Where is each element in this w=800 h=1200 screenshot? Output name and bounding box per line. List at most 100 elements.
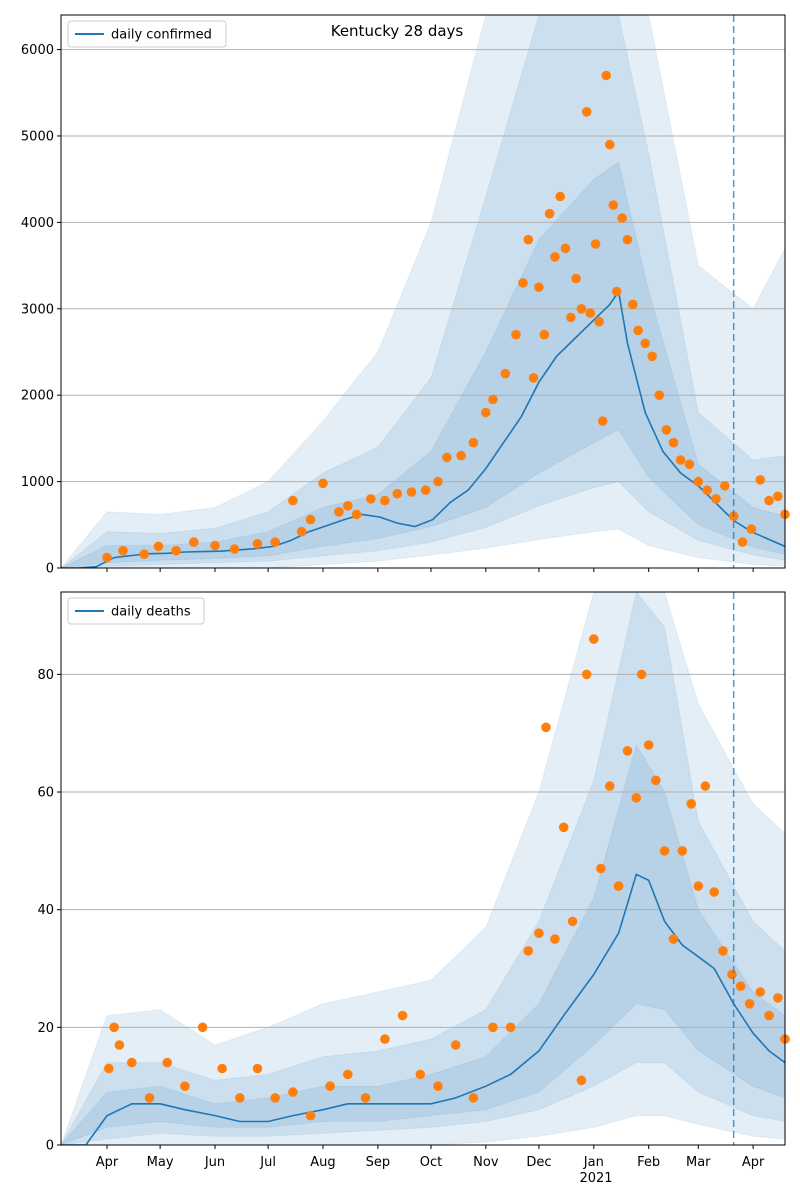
confirmed-data-point — [628, 299, 638, 310]
confirmed-legend-label: daily confirmed — [111, 28, 212, 43]
confirmed-data-point — [296, 526, 307, 537]
confirmed-data-point — [612, 286, 622, 297]
confirmed-panel: 0 1000 2000 3000 4000 5000 6000 Kentucky 28 da… — [21, 14, 790, 577]
confirmed-data-point — [585, 308, 596, 318]
deaths-y-tick-label: 0 — [46, 1139, 54, 1154]
deaths-data-point — [709, 887, 719, 897]
deaths-data-point — [162, 1057, 172, 1068]
confirmed-data-point — [456, 450, 466, 461]
deaths-y-tick-label: 20 — [37, 1021, 54, 1036]
deaths-data-point — [686, 799, 696, 809]
confirmed-data-point — [252, 539, 263, 549]
confirmed-band-1 — [61, 15, 785, 568]
confirmed-data-point — [511, 329, 521, 340]
confirmed-data-point — [488, 394, 498, 405]
deaths-x-tick-label: Jun — [204, 1155, 225, 1170]
confirmed-data-point — [153, 541, 164, 552]
deaths-data-point — [288, 1087, 298, 1097]
confirmed-data-point — [601, 70, 611, 81]
deaths-legend: daily deaths — [67, 597, 205, 625]
confirmed-data-point — [229, 544, 240, 554]
deaths-data-point — [415, 1069, 426, 1080]
deaths-x-tick-label: Dec — [526, 1155, 551, 1170]
deaths-data-point — [109, 1022, 119, 1033]
confirmed-data-point — [433, 476, 443, 487]
deaths-data-point — [605, 781, 615, 791]
confirmed-data-point — [594, 316, 604, 327]
confirmed-data-point — [746, 524, 757, 534]
confirmed-legend: daily confirmed — [67, 20, 227, 48]
deaths-data-point — [651, 775, 661, 786]
confirmed-y-tick-label: 3000 — [21, 302, 54, 317]
confirmed-data-point — [528, 373, 539, 383]
deaths-x-tick-label: Sep — [366, 1155, 391, 1170]
deaths-data-point — [360, 1093, 371, 1103]
confirmed-data-point — [590, 239, 601, 249]
confirmed-data-point — [550, 252, 560, 262]
deaths-x-tick-label: Oct — [420, 1155, 442, 1170]
confirmed-uncertainty-bands — [61, 15, 785, 568]
confirmed-data-point — [420, 485, 431, 496]
confirmed-data-point — [534, 282, 544, 293]
confirmed-data-point — [576, 304, 587, 314]
confirmed-data-point — [684, 459, 695, 470]
deaths-data-point — [677, 846, 688, 856]
confirmed-data-point — [622, 234, 633, 245]
deaths-data-point — [450, 1040, 461, 1050]
deaths-data-point — [270, 1093, 281, 1103]
confirmed-data-point — [442, 452, 452, 463]
deaths-data-point — [550, 934, 560, 944]
confirmed-data-point — [544, 208, 555, 219]
confirmed-data-point — [571, 273, 581, 284]
deaths-data-point — [773, 993, 783, 1003]
deaths-data-point — [718, 946, 728, 956]
deaths-x-ticks: Apr May Jun Jul Aug Sep Oct Nov Dec Jan Feb Mar Apr — [96, 1145, 765, 1170]
confirmed-data-point — [617, 213, 627, 223]
confirmed-data-point — [711, 494, 721, 504]
deaths-data-point — [305, 1110, 316, 1121]
deaths-data-point — [659, 846, 670, 856]
deaths-data-point — [433, 1081, 443, 1091]
deaths-data-point — [127, 1057, 137, 1068]
confirmed-data-point — [764, 495, 774, 506]
deaths-data-point — [541, 722, 551, 733]
deaths-data-point — [622, 746, 633, 756]
deaths-data-point — [631, 793, 642, 803]
chart-title: Kentucky 28 days — [331, 22, 464, 40]
deaths-data-point — [735, 981, 746, 991]
deaths-data-point — [217, 1063, 227, 1074]
deaths-x-tick-label: Mar — [686, 1155, 711, 1170]
deaths-data-point — [397, 1010, 408, 1021]
deaths-data-point — [505, 1022, 516, 1033]
deaths-data-point — [180, 1081, 190, 1091]
confirmed-data-point — [633, 325, 643, 336]
confirmed-data-point — [139, 549, 149, 559]
deaths-data-point — [643, 740, 654, 750]
confirmed-data-point — [608, 200, 619, 210]
confirmed-y-tick-label: 2000 — [21, 389, 54, 404]
confirmed-points — [102, 70, 790, 563]
deaths-data-point — [235, 1093, 245, 1103]
deaths-x-tick-label: Feb — [637, 1155, 660, 1170]
deaths-y-tick-label: 60 — [37, 786, 54, 801]
confirmed-line — [61, 289, 785, 568]
confirmed-data-point — [500, 368, 511, 379]
deaths-data-point — [668, 934, 679, 944]
confirmed-y-tick-label: 1000 — [21, 475, 54, 490]
confirmed-y-ticks: 0 1000 2000 3000 4000 5000 6000 — [21, 43, 61, 577]
deaths-data-point — [558, 822, 569, 833]
confirmed-data-point — [640, 338, 650, 349]
confirmed-data-point — [693, 476, 704, 487]
confirmed-data-point — [647, 351, 657, 362]
deaths-data-point — [693, 881, 704, 891]
confirmed-y-tick-label: 0 — [46, 562, 54, 577]
deaths-legend-label: daily deaths — [111, 605, 191, 620]
confirmed-data-point — [605, 139, 615, 150]
deaths-x-tick-label: May — [147, 1155, 174, 1170]
confirmed-data-point — [560, 243, 571, 254]
confirmed-data-point — [737, 537, 748, 547]
deaths-x-tick-label: Jul — [259, 1155, 276, 1170]
confirmed-data-point — [343, 501, 353, 511]
confirmed-legend-box — [67, 20, 227, 48]
